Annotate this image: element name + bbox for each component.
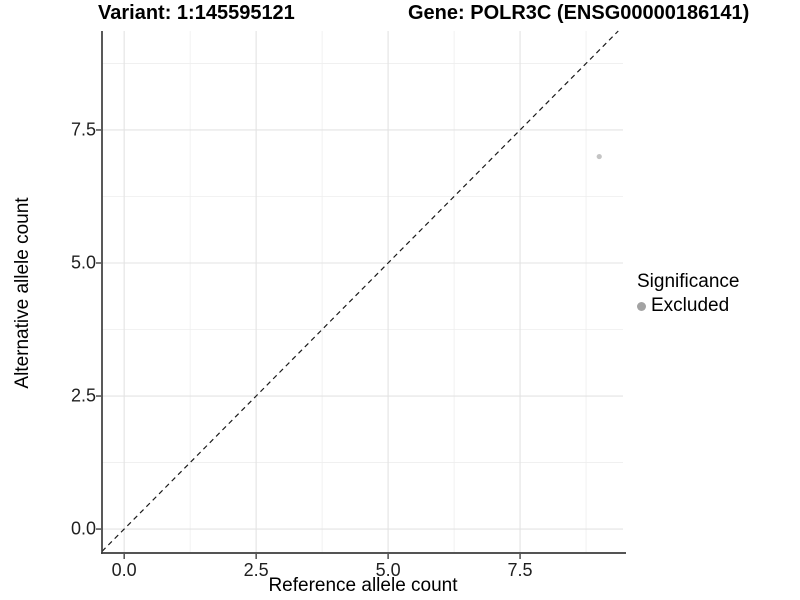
- y-axis-title: Alternative allele count: [12, 197, 33, 389]
- legend-item-label: Excluded: [651, 295, 730, 316]
- x-tick-label: 0.0: [111, 560, 137, 580]
- plot-title-variant: Variant: 1:145595121: [98, 2, 295, 24]
- legend: Significance Excluded: [637, 271, 739, 317]
- y-tick-label: 5.0: [70, 252, 96, 273]
- data-point: [596, 153, 602, 160]
- x-tick-label: 7.5: [507, 560, 533, 580]
- excluded-point-icon: [637, 301, 646, 311]
- plot-title-gene: Gene: POLR3C (ENSG00000186141): [408, 2, 750, 24]
- legend-item-excluded: Excluded: [637, 295, 739, 317]
- x-tick-label: 5.0: [375, 560, 401, 580]
- identity-dashed-line: [101, 30, 619, 552]
- y-tick-label: 2.5: [70, 385, 96, 406]
- x-tick-label: 2.5: [243, 560, 269, 580]
- y-tick-label: 0.0: [70, 518, 96, 539]
- x-axis-title: Reference allele count: [268, 575, 458, 596]
- legend-title: Significance: [637, 271, 740, 292]
- y-tick-label: 7.5: [70, 119, 96, 140]
